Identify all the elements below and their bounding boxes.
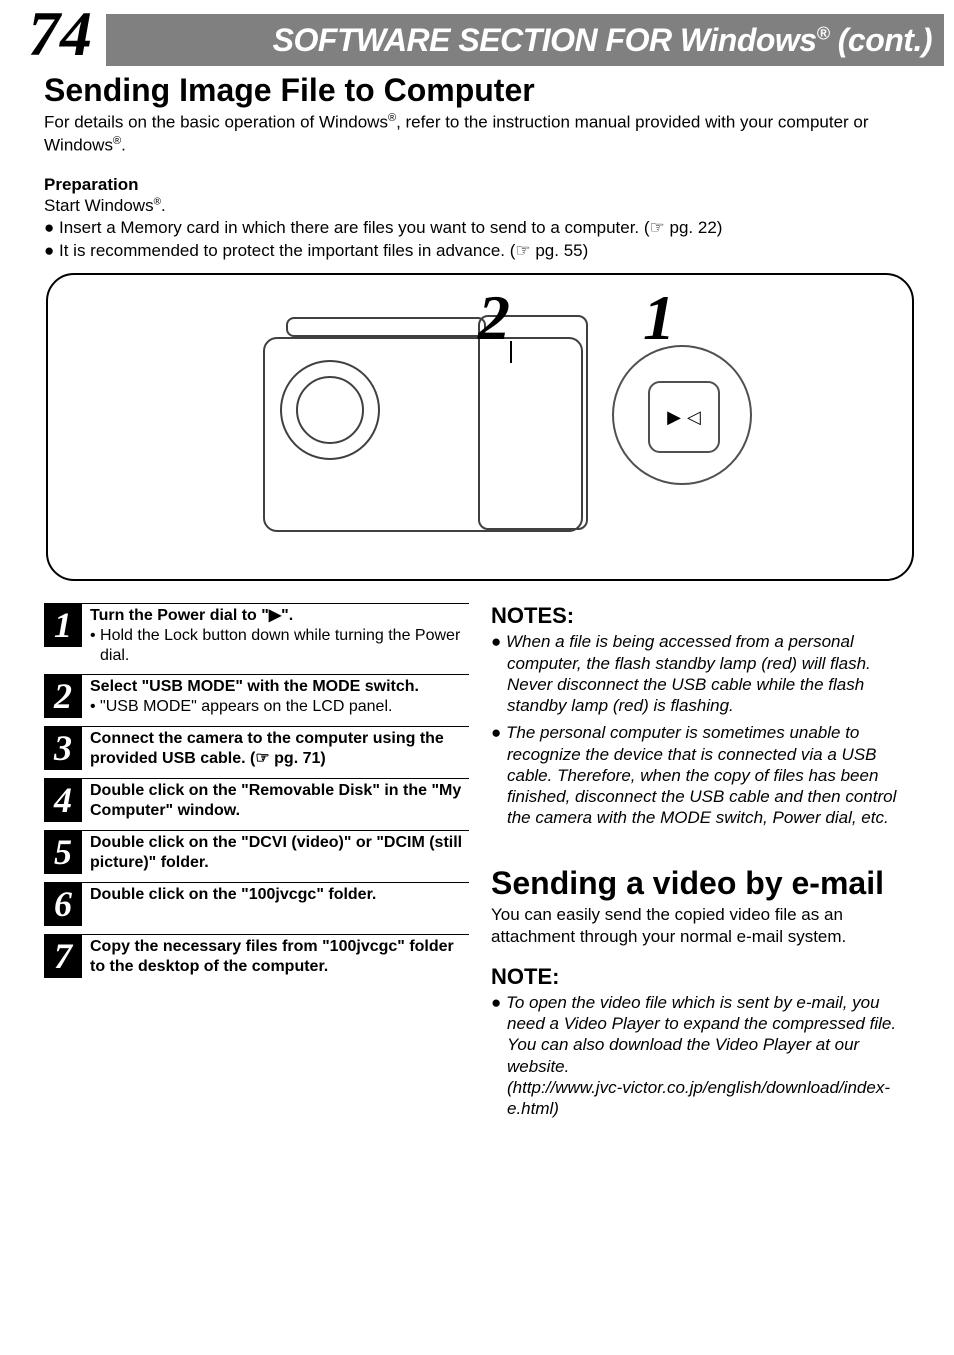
step-5-title: Double click on the "DCVI (video)" or "D… <box>90 833 469 873</box>
step-1-title: Turn the Power dial to "▶". <box>90 606 469 626</box>
camera-lens-inner <box>296 376 364 444</box>
section2-title: Sending a video by e-mail <box>491 865 916 902</box>
step-body-7: Copy the necessary files from "100jvcgc"… <box>82 934 469 978</box>
step-body-1: Turn the Power dial to "▶". • Hold the L… <box>82 603 469 666</box>
step-4-title: Double click on the "Removable Disk" in … <box>90 781 469 821</box>
notes-heading: NOTES: <box>491 603 916 629</box>
step-number-7: 7 <box>44 934 82 978</box>
step-body-2: Select "USB MODE" with the MODE switch. … <box>82 674 469 718</box>
callout-2: 2 <box>478 281 510 355</box>
note2-item: ● To open the video file which is sent b… <box>491 992 916 1120</box>
step-body-4: Double click on the "Removable Disk" in … <box>82 778 469 822</box>
step-body-6: Double click on the "100jvcgc" folder. <box>82 882 469 926</box>
preparation-line1: Start Windows®. <box>44 195 916 218</box>
step-7: 7 Copy the necessary files from "100jvcg… <box>44 934 469 978</box>
page-content: Sending Image File to Computer For detai… <box>0 66 954 1125</box>
step-7-title: Copy the necessary files from "100jvcgc"… <box>90 937 469 977</box>
note-heading-2: NOTE: <box>491 964 916 990</box>
preparation-bullet-1: ● Insert a Memory card in which there ar… <box>44 217 916 240</box>
note-item-2: ● The personal computer is sometimes una… <box>491 722 916 828</box>
step-number-2: 2 <box>44 674 82 718</box>
preparation-body: Start Windows®. ● Insert a Memory card i… <box>44 195 916 264</box>
step-1-sub: • Hold the Lock button down while turnin… <box>90 626 469 666</box>
step-number-1: 1 <box>44 603 82 647</box>
step-number-6: 6 <box>44 882 82 926</box>
section2-body: You can easily send the copied video fil… <box>491 904 916 948</box>
callout-2-arrow <box>510 341 512 363</box>
step-6: 6 Double click on the "100jvcgc" folder. <box>44 882 469 926</box>
dial-icons: ▶ ◁ <box>648 381 720 453</box>
page-number: 74 <box>28 2 92 66</box>
step-5: 5 Double click on the "DCVI (video)" or … <box>44 830 469 874</box>
preparation-heading: Preparation <box>44 175 916 195</box>
step-4: 4 Double click on the "Removable Disk" i… <box>44 778 469 822</box>
header-title-bar: SOFTWARE SECTION FOR Windows® (cont.) <box>106 14 944 66</box>
step-body-5: Double click on the "DCVI (video)" or "D… <box>82 830 469 874</box>
callout-1: 1 <box>643 281 675 355</box>
section-title: Sending Image File to Computer <box>44 72 916 109</box>
intro-text: For details on the basic operation of Wi… <box>44 111 916 157</box>
notes-column: NOTES: ● When a file is being accessed f… <box>491 603 916 1125</box>
triangle-icon: ◁ <box>687 407 701 428</box>
step-number-3: 3 <box>44 726 82 770</box>
two-column-layout: 1 Turn the Power dial to "▶". • Hold the… <box>44 603 916 1125</box>
note-item-1: ● When a file is being accessed from a p… <box>491 631 916 716</box>
step-2-sub: • "USB MODE" appears on the LCD panel. <box>90 697 469 717</box>
step-number-4: 4 <box>44 778 82 822</box>
play-icon: ▶ <box>667 407 681 428</box>
step-1: 1 Turn the Power dial to "▶". • Hold the… <box>44 603 469 666</box>
header-title-text: SOFTWARE SECTION FOR Windows® (cont.) <box>273 22 932 59</box>
step-3: 3 Connect the camera to the computer usi… <box>44 726 469 770</box>
camera-figure: ▶ ◁ 2 1 <box>46 273 914 581</box>
step-2-title: Select "USB MODE" with the MODE switch. <box>90 677 469 697</box>
power-dial: ▶ ◁ <box>612 345 752 485</box>
camera-top-outline <box>286 317 486 337</box>
page-header: 74 SOFTWARE SECTION FOR Windows® (cont.) <box>0 0 954 66</box>
step-2: 2 Select "USB MODE" with the MODE switch… <box>44 674 469 718</box>
step-6-title: Double click on the "100jvcgc" folder. <box>90 885 469 905</box>
preparation-bullet-2: ● It is recommended to protect the impor… <box>44 240 916 263</box>
step-3-title: Connect the camera to the computer using… <box>90 729 469 769</box>
step-body-3: Connect the camera to the computer using… <box>82 726 469 770</box>
step-number-5: 5 <box>44 830 82 874</box>
steps-column: 1 Turn the Power dial to "▶". • Hold the… <box>44 603 469 1125</box>
